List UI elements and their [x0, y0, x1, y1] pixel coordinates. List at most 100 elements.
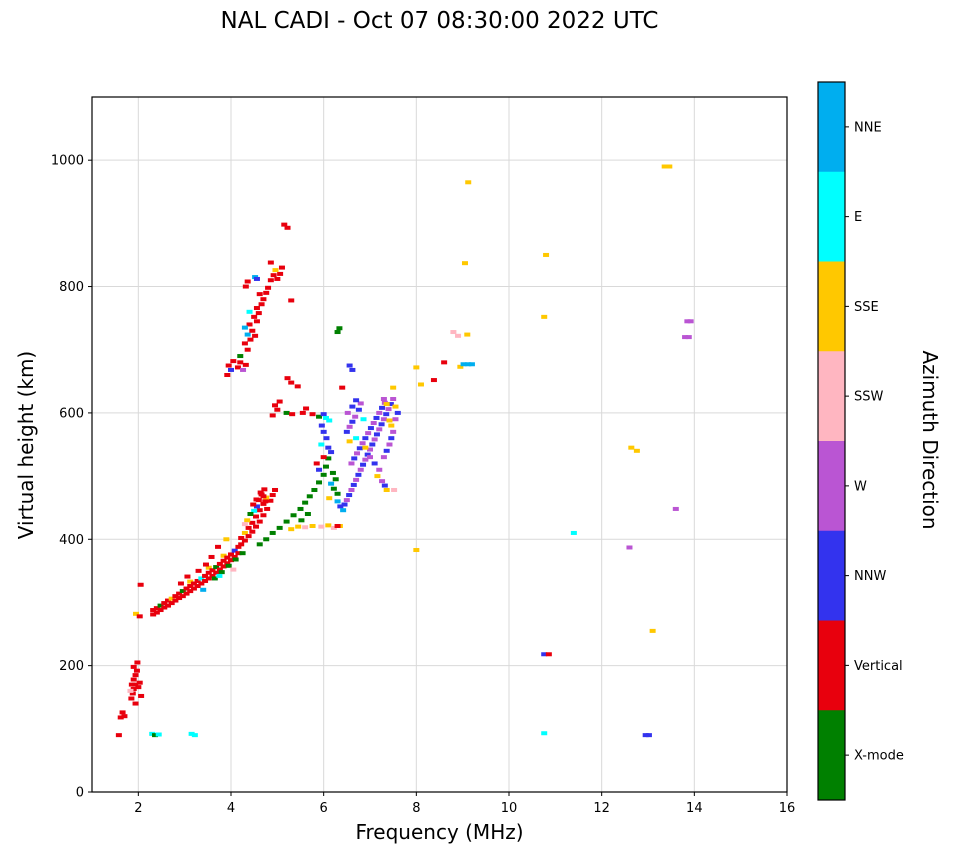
y-tick-label: 800 [59, 280, 84, 295]
data-point [128, 696, 135, 701]
data-point [220, 564, 227, 569]
data-point [272, 487, 279, 492]
data-point [365, 431, 372, 436]
data-point [202, 573, 209, 578]
data-point [224, 555, 231, 560]
data-point [289, 412, 296, 417]
data-point [318, 423, 325, 428]
data-point [260, 297, 267, 302]
data-point [371, 461, 378, 466]
data-point [328, 450, 335, 455]
data-point [541, 652, 548, 657]
data-point [256, 542, 263, 547]
data-point [249, 328, 256, 333]
data-point [343, 498, 350, 503]
data-point [343, 429, 350, 434]
data-point [164, 598, 171, 603]
data-point [299, 410, 306, 415]
data-point [685, 335, 692, 340]
y-tick-label: 0 [76, 786, 84, 801]
data-point [357, 401, 364, 406]
data-point [245, 525, 252, 530]
data-point [274, 276, 281, 281]
data-point [253, 504, 260, 509]
data-point [184, 574, 191, 579]
chart-title: NAL CADI - Oct 07 08:30:00 2022 UTC [220, 8, 659, 34]
data-point [232, 557, 239, 562]
data-point [152, 733, 159, 738]
data-point [241, 530, 248, 535]
data-point [130, 687, 137, 692]
data-point [334, 330, 341, 335]
data-point [128, 682, 135, 687]
data-point [383, 448, 390, 453]
y-axis-label: Virtual height (km) [14, 350, 38, 540]
data-point [390, 429, 397, 434]
data-point [136, 680, 143, 685]
data-point [325, 456, 332, 461]
data-point [245, 534, 252, 539]
y-tick-label: 1000 [51, 154, 84, 169]
data-point [187, 584, 194, 589]
data-point [349, 367, 356, 372]
data-point [349, 404, 356, 409]
data-point [290, 513, 297, 518]
data-point [346, 363, 353, 368]
data-point [161, 605, 168, 610]
y-tick-label: 400 [59, 533, 84, 548]
data-point [362, 445, 369, 450]
data-point [213, 565, 220, 570]
data-point [332, 477, 339, 482]
data-point [325, 445, 332, 450]
data-point [682, 335, 689, 340]
data-point [269, 413, 276, 418]
data-point [326, 496, 333, 501]
data-point [288, 380, 295, 385]
data-point [205, 576, 212, 581]
data-point [284, 376, 291, 381]
x-tick-label: 6 [320, 801, 328, 816]
data-point [441, 360, 448, 365]
data-point [666, 164, 673, 169]
data-point [298, 518, 305, 523]
data-point [253, 276, 260, 281]
data-point [135, 685, 142, 690]
data-point [378, 422, 385, 427]
data-point [385, 407, 392, 412]
data-point [216, 561, 223, 566]
data-point [626, 545, 633, 550]
data-point [642, 733, 649, 738]
data-point [267, 498, 274, 503]
data-point [464, 332, 471, 337]
data-point [256, 519, 263, 524]
data-point [318, 524, 325, 529]
data-point [228, 558, 234, 563]
colorbar-tick-label: NNE [854, 120, 882, 135]
data-point [216, 567, 223, 572]
data-point [257, 490, 264, 495]
data-point [260, 494, 267, 499]
data-point [367, 455, 373, 460]
data-point [272, 403, 279, 408]
data-point [234, 365, 241, 370]
colorbar-segment [818, 710, 845, 801]
data-point [155, 732, 162, 737]
data-point [455, 333, 462, 338]
data-point [237, 354, 244, 359]
data-point [127, 688, 134, 693]
data-point [330, 486, 337, 491]
colorbar-segment [818, 530, 845, 621]
data-point [157, 603, 164, 608]
data-point [334, 491, 341, 496]
data-point [461, 261, 468, 266]
data-point [244, 347, 251, 352]
data-point [355, 472, 362, 477]
data-point [336, 326, 343, 331]
data-point [350, 482, 357, 487]
data-point [320, 412, 327, 417]
data-point [295, 524, 302, 529]
data-point [228, 552, 234, 557]
data-point [353, 398, 360, 403]
data-point [249, 529, 256, 534]
data-point [191, 733, 198, 738]
